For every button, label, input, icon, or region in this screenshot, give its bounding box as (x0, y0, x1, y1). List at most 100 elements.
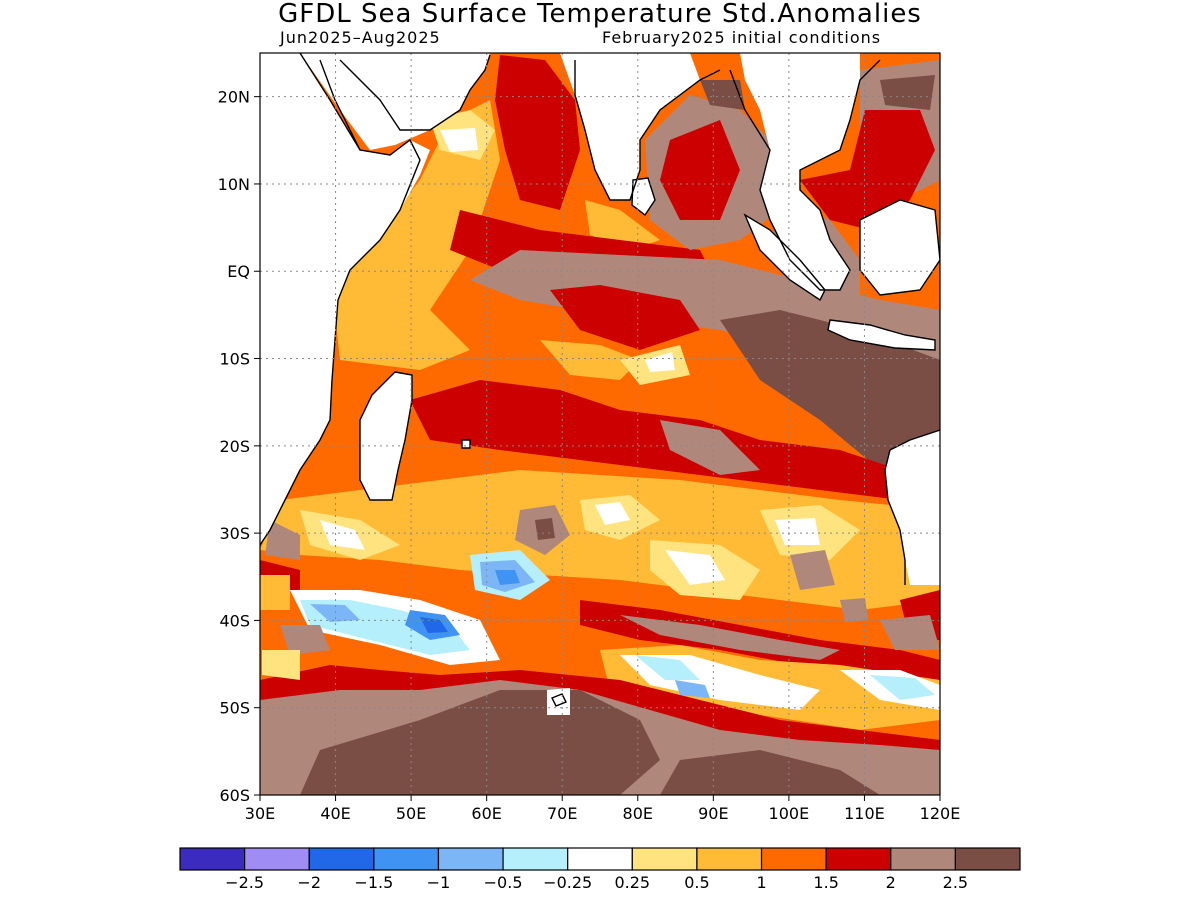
plot-frame (259, 52, 941, 796)
y-tick-label: 30S (219, 524, 250, 543)
colorbar-swatch (567, 847, 633, 871)
java-land (828, 320, 935, 350)
x-tick-label: 120E (920, 804, 961, 823)
anomaly-region (265, 520, 300, 560)
anomaly-region (665, 550, 725, 585)
x-tick-label: 110E (844, 804, 885, 823)
anomaly-region (880, 75, 935, 110)
borneo-coast (859, 199, 940, 296)
x-axis: 30E 40E 50E 60E 70E 80E 90E 100E 110E 120E (245, 795, 961, 823)
map-title: GFDL Sea Surface Temperature Std.Anomali… (278, 0, 922, 29)
anomaly-region (550, 285, 700, 350)
srilanka-land (632, 178, 655, 215)
kerguelen-land (547, 688, 570, 715)
anomaly-region (840, 598, 868, 622)
x-tick-label: 40E (320, 804, 350, 823)
kerguelen-coast (551, 693, 567, 707)
colorbar-swatch (179, 847, 246, 871)
colorbar-label: −1 (427, 873, 451, 892)
y-tick-label: 20S (219, 437, 250, 456)
colorbar-swatch (954, 847, 1021, 871)
anomaly-region (410, 380, 900, 500)
colorbar-label: 0.5 (684, 873, 709, 892)
colorbar-label: −2.5 (225, 873, 264, 892)
colorbar-label: 0.25 (614, 873, 650, 892)
colorbar-swatch (437, 847, 504, 871)
coastlines (260, 53, 940, 707)
africa-land (260, 53, 430, 545)
sumatra-coast (743, 213, 826, 302)
colorbar-swatch (373, 847, 440, 871)
anomaly-region (262, 650, 300, 680)
india-coast (574, 60, 721, 201)
y-tick-label: 60S (219, 786, 250, 805)
anomaly-region (540, 340, 640, 380)
anomaly-region (535, 518, 555, 540)
x-tick-label: 50E (396, 804, 426, 823)
anomaly-region (660, 120, 740, 220)
y-tick-label: 20N (218, 88, 250, 107)
arabia-coast (319, 54, 491, 151)
anomaly-region (330, 100, 500, 370)
anomaly-region (420, 617, 448, 633)
colorbar-label: −1.5 (354, 873, 393, 892)
colorbar-label: 2.5 (943, 873, 968, 892)
x-tick-label: 70E (547, 804, 577, 823)
colorbar-swatch (890, 847, 956, 871)
india-land (560, 53, 700, 200)
y-tick-label: 40S (219, 611, 250, 630)
y-axis: 20N 10N EQ 10S 20S 30S 40S 50S 60S (218, 88, 260, 805)
java-coast (827, 319, 936, 351)
y-tick-label: 10S (219, 350, 250, 369)
anomaly-region (870, 675, 935, 700)
anomaly-region (495, 55, 580, 210)
anomaly-region (645, 352, 675, 372)
y-tick-label: 50S (219, 699, 250, 718)
colorbar-swatch (825, 847, 892, 871)
colorbar-swatch (308, 847, 375, 871)
colorbar-swatch (631, 847, 698, 871)
anomaly-region (280, 625, 330, 655)
anomaly-region (660, 420, 760, 475)
gridlines (260, 53, 940, 795)
x-tick-label: 30E (245, 804, 275, 823)
anomaly-region (495, 570, 520, 585)
anomaly-region (620, 615, 840, 660)
y-tick-label: 10N (218, 175, 250, 194)
anomaly-region (310, 604, 360, 622)
australia-land (885, 430, 940, 585)
colorbar-label: −0.25 (543, 873, 592, 892)
mauritius-coast (461, 439, 471, 449)
madagascar-coast (359, 371, 413, 501)
australia-coast (884, 429, 940, 585)
anomaly-region (790, 550, 835, 590)
colorbar-label: 1.5 (813, 873, 838, 892)
colorbar-swatch (502, 847, 569, 871)
colorbar-swatch (244, 847, 310, 871)
colorbar-swatch (696, 847, 763, 871)
x-tick-label: 100E (769, 804, 810, 823)
anomaly-region (675, 680, 710, 698)
colorbar-swatch (760, 847, 827, 871)
arabia-land (300, 53, 490, 150)
africa-coast (260, 53, 421, 546)
anomaly-region (660, 750, 880, 795)
mauritius-land (462, 440, 470, 448)
anomaly-field (260, 53, 940, 795)
x-tick-label: 60E (471, 804, 501, 823)
srilanka-coast (631, 177, 656, 217)
colorbar-label: 1 (756, 873, 766, 892)
anomaly-region (440, 128, 478, 152)
forecast-period: Jun2025–Aug2025 (280, 28, 441, 47)
initial-conditions: February2025 initial conditions (602, 28, 882, 47)
anomaly-region (720, 310, 940, 470)
anomaly-region (700, 80, 745, 110)
anomaly-region (595, 502, 630, 525)
colorbar-label: −2 (297, 873, 321, 892)
anomaly-region (880, 615, 940, 650)
anomaly-region (260, 575, 290, 610)
anomaly-region (260, 470, 940, 610)
x-tick-label: 80E (623, 804, 653, 823)
anomaly-region (635, 655, 700, 680)
